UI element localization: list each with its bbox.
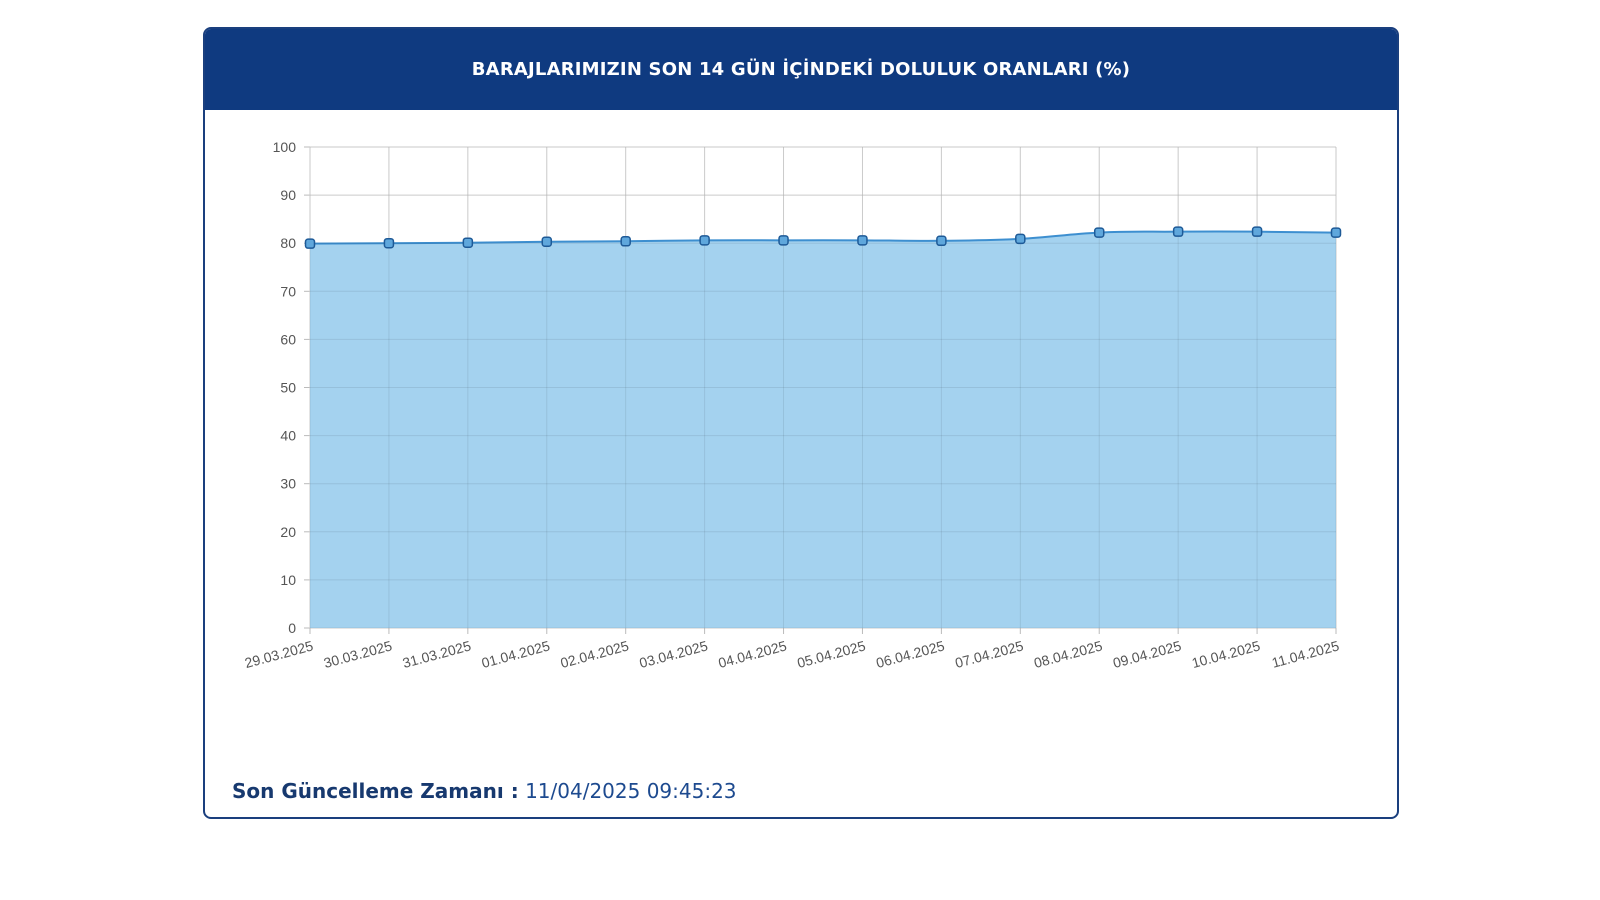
data-point[interactable] <box>1330 227 1342 238</box>
chart-title: BARAJLARIMIZIN SON 14 GÜN İÇİNDEKİ DOLUL… <box>471 59 1131 80</box>
series-line <box>309 230 1337 245</box>
x-tick-label: 03.04.2025 <box>638 637 710 671</box>
card-header: BARAJLARIMIZIN SON 14 GÜN İÇİNDEKİ DOLUL… <box>205 29 1397 110</box>
data-point[interactable] <box>462 237 474 248</box>
chart-card: BARAJLARIMIZIN SON 14 GÜN İÇİNDEKİ DOLUL… <box>203 27 1399 819</box>
x-tick-label: 30.03.2025 <box>322 637 394 671</box>
x-tick-label: 06.04.2025 <box>874 637 946 671</box>
x-tick-label: 01.04.2025 <box>480 637 552 671</box>
data-point[interactable] <box>304 238 316 249</box>
x-tick-label: 07.04.2025 <box>953 637 1025 671</box>
data-point[interactable] <box>1093 227 1105 238</box>
data-point[interactable] <box>1251 226 1263 237</box>
x-tick-label: 02.04.2025 <box>559 637 631 671</box>
x-axis-ticks: 29.03.2025 30.03.2025 31.03.2025 01.04.2025… <box>243 637 1341 671</box>
y-tick-label: 30 <box>280 476 296 492</box>
data-point[interactable] <box>936 235 947 247</box>
y-tick-label: 80 <box>280 235 296 251</box>
area-fill <box>310 231 1336 628</box>
last-updated: Son Güncelleme Zamanı : 11/04/2025 09:45… <box>232 779 737 803</box>
data-point[interactable] <box>620 236 631 247</box>
y-tick-label: 60 <box>280 331 296 347</box>
y-axis-ticks: 0 10 20 30 40 50 60 70 80 90 100 <box>273 139 297 636</box>
data-markers <box>304 146 1342 629</box>
y-tick-label: 40 <box>280 428 296 444</box>
x-tick-label: 11.04.2025 <box>1270 637 1341 670</box>
data-point[interactable] <box>699 235 710 246</box>
y-tick-label: 0 <box>288 620 296 636</box>
y-tick-label: 50 <box>280 380 296 396</box>
y-tick-label: 100 <box>273 139 297 155</box>
x-tick-label: 05.04.2025 <box>795 637 867 671</box>
data-point[interactable] <box>778 235 789 246</box>
data-point[interactable] <box>1015 233 1026 245</box>
y-tick-label: 20 <box>280 524 296 540</box>
data-point[interactable] <box>1172 226 1184 237</box>
area-chart: 0 10 20 30 40 50 60 70 80 90 100 29.03.2025 30.03.2… <box>243 139 1342 671</box>
data-point[interactable] <box>383 237 395 249</box>
x-tick-label: 29.03.2025 <box>243 637 315 671</box>
x-tick-label: 31.03.2025 <box>401 637 473 671</box>
y-tick-label: 10 <box>280 572 296 588</box>
data-point[interactable] <box>857 235 868 246</box>
x-tick-label: 04.04.2025 <box>716 637 788 671</box>
x-tick-label: 09.04.2025 <box>1111 637 1183 671</box>
data-point[interactable] <box>541 236 553 248</box>
last-updated-label: Son Güncelleme Zamanı : <box>232 779 519 803</box>
x-tick-label: 08.04.2025 <box>1032 637 1104 671</box>
x-tick-label: 10.04.2025 <box>1190 637 1262 671</box>
y-tick-label: 70 <box>280 283 296 299</box>
y-tick-label: 90 <box>280 187 296 203</box>
last-updated-value: 11/04/2025 09:45:23 <box>525 779 737 803</box>
